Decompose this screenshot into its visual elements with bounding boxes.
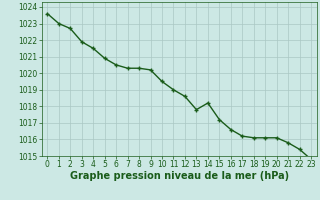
X-axis label: Graphe pression niveau de la mer (hPa): Graphe pression niveau de la mer (hPa) bbox=[70, 171, 289, 181]
